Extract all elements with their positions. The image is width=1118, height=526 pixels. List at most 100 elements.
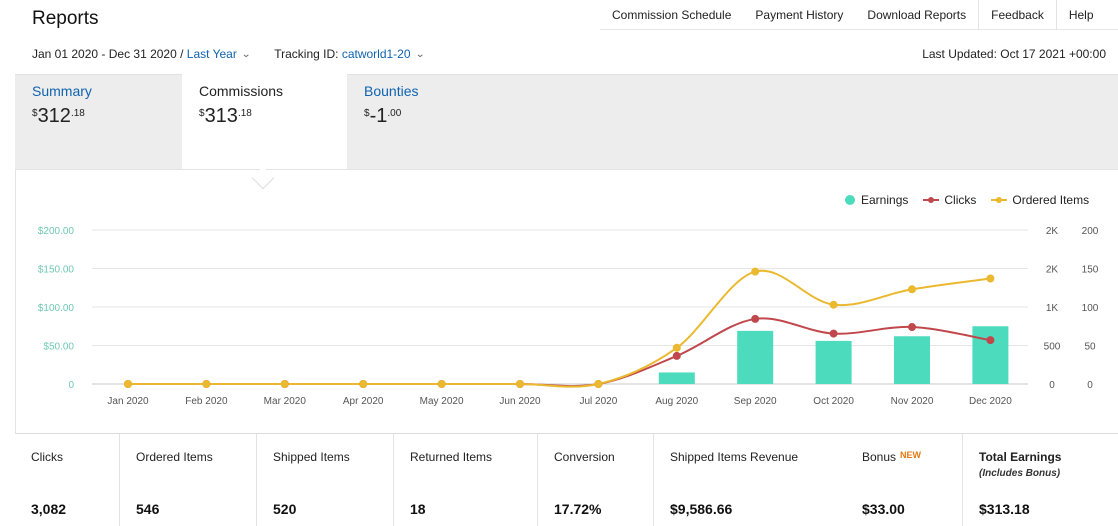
date-preset-dropdown[interactable]: Last Year [186,47,237,61]
tab-summary[interactable]: Summary $312.18 [32,83,92,128]
chart-panel [15,169,1118,433]
y-right-clicks-tick-label: 500 [1044,342,1061,353]
y-right-items-tick-label: 50 [1084,342,1096,353]
stat-value: 546 [136,501,160,517]
tab-bounties[interactable]: Bounties $-1.00 [364,83,418,128]
ordered-items-point [359,380,368,388]
legend-earnings[interactable]: Earnings [845,193,908,207]
tracking-id-dropdown[interactable]: catworld1-20 [341,47,411,61]
x-tick-label: Aug 2020 [655,396,698,407]
tab-summary-label: Summary [32,83,92,99]
feedback-link[interactable]: Feedback [978,0,1056,29]
x-tick-label: May 2020 [420,396,464,407]
currency-symbol: $ [364,108,370,119]
stat-label: Bonus NEW [862,450,921,464]
ordered-items-point [672,343,681,352]
stat-value: 520 [273,501,297,517]
new-badge: NEW [900,450,922,460]
stat-value: 17.72% [554,501,602,517]
y-right-items-tick-label: 200 [1082,226,1099,237]
total-earnings-note: (Includes Bonus) [979,468,1061,479]
legend-ordered-items[interactable]: Ordered Items [991,193,1089,207]
y-left-tick-label: $100.00 [38,303,75,314]
chevron-down-icon[interactable]: ⌄ [241,48,252,60]
legend-clicks[interactable]: Clicks [923,193,976,207]
stat-clicks: Clicks 3,082 [15,434,119,526]
clicks-point [751,314,760,323]
clicks-line [127,317,991,388]
ordered-items-point [986,274,995,283]
stat-label: Returned Items [410,450,493,464]
tab-bounties-label: Bounties [364,83,419,99]
amount-whole: 313 [204,105,238,127]
stat-conversion: Conversion 17.72% [537,434,653,526]
bonus-label: Bonus [862,450,897,464]
summary-stats: Clicks 3,082 Ordered Items 546 Shipped I… [15,433,1118,526]
legend-label: Earnings [861,193,909,207]
y-right-clicks-tick-label: 2K [1046,226,1059,237]
ordered-items-point [594,380,603,388]
amount-cents: .18 [237,108,252,119]
y-right-clicks-tick-label: 1K [1046,303,1059,314]
earnings-bar [658,372,695,384]
x-tick-label: Jan 2020 [107,396,149,407]
legend-label: Clicks [944,193,977,207]
download-reports-link[interactable]: Download Reports [867,8,967,22]
tab-commissions-amount: $313.18 [199,105,283,128]
y-left-tick-label: $200.00 [38,226,75,237]
x-tick-label: Nov 2020 [891,396,934,407]
x-tick-label: Jul 2020 [579,396,617,407]
earnings-bar [815,340,852,384]
amount-cents: .00 [387,108,402,119]
stat-value: $33.00 [862,501,905,517]
y-left-tick-label: $150.00 [38,265,75,276]
clicks-line-icon [923,197,940,203]
ordered-items-point [437,380,446,388]
ordered-items-point [829,300,838,309]
ordered-items-line-icon [991,197,1008,203]
tab-commissions[interactable]: Commissions $313.18 [199,83,283,128]
top-navigation: Commission Schedule Payment History Down… [600,0,1118,30]
earnings-bar [737,330,774,384]
active-tab-background [182,74,347,172]
report-filters: Jan 01 2020 - Dec 31 2020 / Last Year ⌄ … [32,47,448,61]
stat-label: Total Earnings (Includes Bonus) [979,450,1061,479]
page-title: Reports [32,8,99,29]
clicks-point [672,351,681,360]
stat-value: $313.18 [979,501,1030,517]
earnings-bar [972,326,1009,384]
y-right-items-tick-label: 0 [1087,380,1093,391]
stat-label: Shipped Items [273,450,350,464]
stat-label: Clicks [31,450,63,464]
x-tick-label: Feb 2020 [185,396,228,407]
chevron-down-icon[interactable]: ⌄ [414,48,425,60]
x-tick-label: Oct 2020 [813,396,854,407]
clicks-point [986,336,995,345]
y-right-clicks-tick-label: 0 [1049,380,1055,391]
commission-schedule-link[interactable]: Commission Schedule [612,8,732,22]
tracking-id-label: Tracking ID: [274,47,339,61]
stat-shipped-items: Shipped Items 520 [256,434,393,526]
total-earnings-label: Total Earnings [979,450,1062,464]
amount-whole: 312 [37,105,71,127]
ordered-items-point [751,267,760,276]
earnings-bar [894,336,930,384]
stat-shipped-items-revenue: Shipped Items Revenue $9,586.66 [653,434,846,526]
amount-whole: -1 [369,105,388,127]
last-updated: Last Updated: Oct 17 2021 +00:00 [922,47,1106,61]
currency-symbol: $ [199,108,205,119]
legend-label: Ordered Items [1012,193,1090,207]
y-right-items-tick-label: 100 [1082,303,1099,314]
stat-label: Shipped Items Revenue [670,450,799,464]
ordered-items-point [202,380,211,388]
tab-summary-amount: $312.18 [32,105,92,128]
stat-value: 18 [410,501,426,517]
stat-value: 3,082 [31,501,67,517]
y-right-items-tick-label: 150 [1082,265,1099,276]
y-left-tick-label: $50.00 [43,342,74,353]
y-right-clicks-tick-label: 2K [1046,265,1059,276]
payment-history-link[interactable]: Payment History [755,8,844,22]
help-link[interactable]: Help [1055,0,1106,29]
earnings-dot-icon [845,195,855,205]
ordered-items-point [516,380,524,388]
